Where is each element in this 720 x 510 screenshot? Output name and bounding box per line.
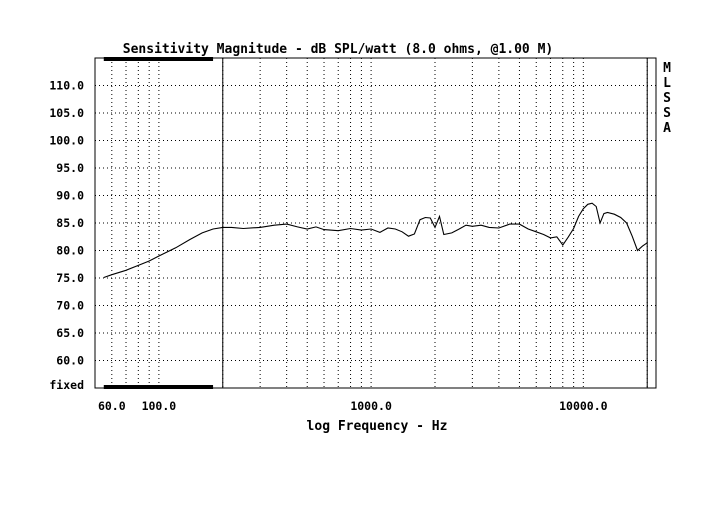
- side-label-char: M: [663, 61, 671, 76]
- side-label-char: S: [663, 106, 671, 121]
- y-tick-label: 75.0: [56, 271, 84, 285]
- y-tick-label: 85.0: [56, 216, 84, 230]
- y-tick-label: 70.0: [56, 299, 84, 313]
- y-tick-label: 95.0: [56, 161, 84, 175]
- side-label-char: L: [663, 76, 671, 91]
- band-bar-top: [103, 57, 214, 61]
- y-bottom-label: fixed: [49, 378, 84, 392]
- side-label-char: A: [663, 121, 671, 136]
- x-tick-label: 10000.0: [559, 399, 608, 413]
- plot-frame: [94, 57, 657, 389]
- band-bar-bottom: [103, 385, 214, 389]
- grid-layer: [95, 58, 656, 388]
- marker-layer: [103, 57, 648, 389]
- series-line: [103, 202, 648, 279]
- y-tick-label: 80.0: [56, 244, 84, 258]
- x-tick-label: 60.0: [98, 399, 126, 413]
- x-axis-label: log Frequency - Hz: [307, 419, 448, 434]
- x-tick-label: 1000.0: [350, 399, 392, 413]
- y-tick-label: 60.0: [56, 354, 84, 368]
- y-tick-label: 90.0: [56, 189, 84, 203]
- y-tick-label: 65.0: [56, 326, 84, 340]
- x-tick-label: 100.0: [142, 399, 177, 413]
- y-tick-label: 110.0: [49, 79, 84, 93]
- x-tick-labels: 60.0 100.0 1000.0 10000.0: [98, 399, 608, 413]
- y-tick-labels: 110.0 105.0 100.0 95.0 90.0 85.0 80.0 75.0 70.0 6…: [49, 79, 84, 368]
- y-tick-label: 100.0: [49, 134, 84, 148]
- side-label-char: S: [663, 91, 671, 106]
- chart-title: Sensitivity Magnitude - dB SPL/watt (8.0…: [123, 42, 553, 57]
- y-tick-label: 105.0: [49, 106, 84, 120]
